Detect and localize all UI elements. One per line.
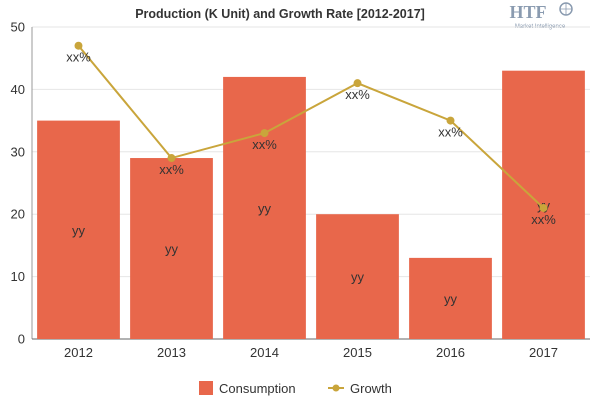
y-tick-label: 30	[11, 144, 25, 159]
x-tick-label: 2017	[529, 345, 558, 360]
y-tick-label: 50	[11, 20, 25, 35]
bar-data-label: yy	[444, 291, 458, 306]
x-tick-label: 2013	[157, 345, 186, 360]
x-tick-label: 2012	[64, 345, 93, 360]
line-series	[74, 41, 548, 212]
y-tick-label: 10	[11, 269, 25, 284]
legend-consumption-swatch	[199, 381, 213, 395]
bar-data-label: yy	[258, 201, 272, 216]
watermark-brand: HTF	[509, 2, 546, 22]
globe-grid-icon	[560, 3, 572, 15]
x-tick-label: 2016	[436, 345, 465, 360]
bar-2015	[316, 214, 399, 339]
growth-data-label: xx%	[252, 137, 277, 152]
line-labels: xx% xx% xx% xx% xx% xx%	[66, 50, 556, 227]
growth-data-label: xx%	[531, 212, 556, 227]
growth-point-2012	[74, 41, 83, 50]
bar-data-label: yy	[165, 242, 179, 257]
growth-point-2016	[446, 116, 455, 125]
legend: Consumption Growth	[199, 381, 392, 396]
growth-point-2013	[167, 154, 176, 163]
growth-data-label: xx%	[438, 125, 463, 140]
growth-point-2015	[353, 79, 362, 88]
watermark-logo: HTF Market Intelligence	[509, 2, 573, 30]
bar-2014	[223, 76, 306, 340]
growth-data-label: xx%	[345, 87, 370, 102]
y-tick-label: 20	[11, 207, 25, 222]
bar-2013	[130, 158, 213, 339]
bar-data-label: yy	[72, 223, 86, 238]
y-tick-label: 40	[11, 82, 25, 97]
axes	[31, 27, 590, 340]
growth-data-label: xx%	[66, 50, 91, 65]
growth-point-2014	[260, 129, 269, 138]
growth-point-2017	[539, 203, 548, 212]
tick-labels: 0 10 20 30 40 50 2012 2013 2014 2015 2016 2017	[11, 20, 558, 361]
legend-consumption-label: Consumption	[219, 381, 296, 396]
bar-2012	[37, 120, 120, 339]
y-tick-label: 0	[18, 332, 25, 347]
x-tick-label: 2015	[343, 345, 372, 360]
bar-series	[37, 70, 585, 340]
x-tick-label: 2014	[250, 345, 279, 360]
growth-data-label: xx%	[159, 162, 184, 177]
chart-title: Production (K Unit) and Growth Rate [201…	[135, 7, 425, 21]
legend-growth-swatch-marker	[332, 384, 340, 392]
growth-line	[77, 45, 545, 209]
legend-growth-label: Growth	[350, 381, 392, 396]
bar-data-label: yy	[351, 270, 365, 285]
bar-2016	[409, 257, 492, 339]
